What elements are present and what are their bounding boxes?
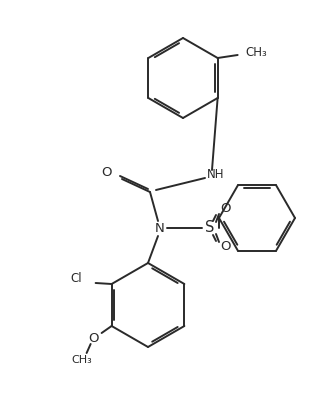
Text: S: S bbox=[205, 220, 215, 235]
Text: CH₃: CH₃ bbox=[246, 46, 267, 60]
Text: Cl: Cl bbox=[70, 272, 82, 285]
Text: O: O bbox=[220, 202, 231, 216]
Text: NH: NH bbox=[207, 168, 225, 181]
Text: CH₃: CH₃ bbox=[71, 355, 92, 365]
Text: O: O bbox=[220, 241, 231, 254]
Text: O: O bbox=[101, 166, 112, 179]
Text: O: O bbox=[89, 331, 99, 345]
Text: N: N bbox=[155, 222, 165, 235]
